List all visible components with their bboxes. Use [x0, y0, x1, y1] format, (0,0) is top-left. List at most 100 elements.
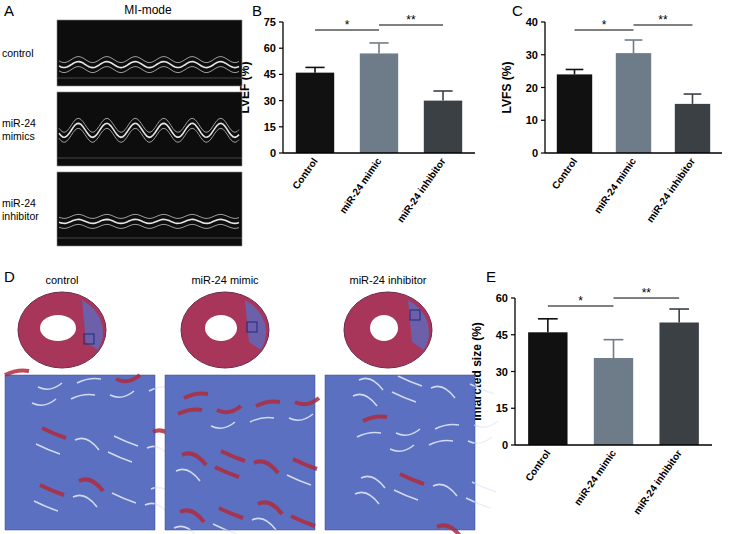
bars	[296, 43, 462, 153]
zoom-frame	[165, 375, 315, 530]
tissue-streak	[293, 459, 317, 469]
tissue-streak	[182, 453, 206, 465]
y-tick-label: 40	[526, 16, 538, 28]
x-tick-label: miR-24 inhibitor	[395, 156, 448, 225]
y-tick	[541, 87, 545, 88]
tissue-streak	[468, 437, 492, 443]
tissue-streak	[38, 383, 62, 389]
significance-mark: *	[578, 294, 583, 308]
tissue-streak	[176, 469, 200, 481]
row-label-part: miR-24	[2, 197, 36, 209]
y-tick	[511, 297, 515, 298]
tissue-streak	[287, 475, 311, 485]
tissue-streak	[472, 482, 496, 492]
y-tick	[279, 126, 283, 127]
zoom-image	[165, 375, 315, 530]
lumen	[205, 315, 237, 341]
bar-chart: 015304560ControlmiR-24 mimicmiR-24 inhib…	[470, 268, 712, 517]
tissue-streak	[219, 508, 243, 518]
tissue-streak	[291, 516, 315, 526]
x-tick-label: miR-24 inhibitor	[644, 156, 697, 225]
bar	[594, 358, 633, 445]
zoom-image	[325, 375, 475, 530]
zoom-frame	[325, 375, 475, 530]
row-label: miR-24inhibitor	[2, 197, 39, 222]
tissue-streak	[353, 394, 377, 406]
error-cap	[669, 308, 689, 310]
echo-trace	[59, 224, 239, 228]
column-label: control	[45, 274, 78, 286]
tissue-streak	[184, 394, 208, 399]
tissue-streak	[211, 422, 235, 428]
x-axis	[515, 444, 712, 445]
tissue-streak	[474, 421, 498, 427]
tissue-streak	[359, 378, 383, 390]
error-cap	[604, 339, 624, 341]
tissue-streak	[254, 461, 278, 473]
tissue-streak	[73, 495, 97, 507]
echo-trace	[57, 158, 242, 159]
y-tick-label: 30	[496, 366, 508, 378]
tissue-streak	[295, 398, 319, 404]
tissue-streak	[470, 384, 494, 394]
tissue-streak	[396, 429, 420, 435]
tissue-streak	[5, 371, 29, 376]
y-tick	[541, 54, 545, 55]
error-bar	[566, 69, 584, 74]
panel-title: MI-mode	[124, 3, 172, 17]
bars	[557, 40, 710, 153]
tissue-streak	[34, 501, 58, 511]
tissue-streak	[437, 525, 461, 534]
panel-letter: B	[252, 2, 262, 19]
panel-letter: E	[486, 268, 496, 285]
y-tick-label: 10	[526, 114, 538, 126]
significance-mark: *	[602, 18, 607, 32]
echo-trace	[59, 219, 239, 223]
y-axis-label: LVFS (%)	[500, 62, 514, 114]
tissue-streak	[250, 418, 274, 423]
zoom-box	[410, 310, 420, 320]
bar-chart: 01530456075ControlmiR-24 mimicmiR-24 inh…	[238, 2, 475, 225]
bar	[424, 101, 462, 153]
error-cap	[433, 90, 452, 92]
heart-section	[181, 292, 269, 368]
figure: 01530456075ControlmiR-24 mimicmiR-24 inh…	[0, 0, 756, 534]
row-label-part: miR-24	[2, 117, 36, 129]
scar	[82, 300, 103, 350]
error-cap	[566, 69, 584, 71]
tissue-streak	[289, 414, 313, 420]
tissue-streak	[398, 376, 422, 386]
error-line	[378, 43, 380, 53]
error-bar	[604, 340, 624, 358]
echo-trace	[57, 238, 242, 239]
tissue-streak	[42, 428, 66, 438]
echo-trace	[59, 57, 239, 63]
y-tick-label: 75	[264, 16, 276, 28]
tissue-streak	[110, 391, 134, 397]
y-tick-label: 0	[270, 147, 276, 159]
zoom-box	[84, 334, 94, 344]
echo-image	[57, 92, 242, 166]
echo-trace	[59, 67, 239, 73]
bar	[675, 104, 710, 153]
y-tick-label: 60	[496, 292, 508, 304]
tissue-streak	[79, 479, 103, 491]
tissue-streak	[77, 379, 101, 384]
y-tick-label: 15	[496, 402, 508, 414]
tissue-streak	[400, 474, 424, 484]
scar	[245, 300, 266, 350]
y-tick	[279, 74, 283, 75]
tissue-streak	[390, 445, 414, 451]
y-tick-label: 0	[532, 147, 538, 159]
echo-image	[57, 20, 242, 86]
y-tick	[511, 444, 515, 445]
y-axis	[282, 22, 283, 153]
bar-chart: 010203040ControlmiR-24 mimicmiR-24 inhib…	[500, 2, 722, 225]
error-bar	[369, 43, 388, 53]
zoom-box	[247, 322, 257, 332]
tissue-streak	[433, 484, 457, 496]
error-bar	[625, 40, 643, 53]
significance-mark: **	[406, 13, 416, 27]
x-tick-label: Control	[523, 448, 553, 484]
error-bar	[305, 67, 324, 72]
